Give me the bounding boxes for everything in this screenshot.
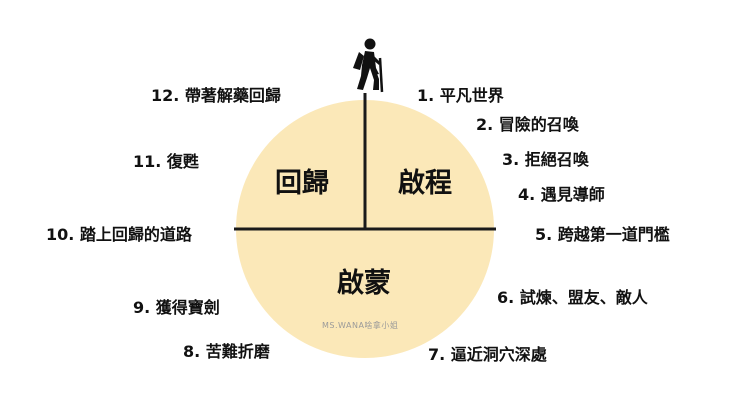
quadrant-return-label: 回歸 [275,168,329,199]
stage-3-label: 3. 拒絕召喚 [502,150,589,169]
credit-watermark: MS.WANA啥拿小姐 [322,321,399,330]
stage-8-label: 8. 苦難折磨 [183,342,270,361]
stage-4-label: 4. 遇見導師 [518,185,605,204]
quadrant-departure-label: 啟程 [398,168,452,199]
hiker-icon [353,38,384,93]
stage-6-label: 6. 試煉、盟友、敵人 [497,288,648,307]
stage-10-label: 10. 踏上回歸的道路 [46,225,192,244]
stage-11-label: 11. 復甦 [133,152,199,171]
stage-9-label: 9. 獲得寶劍 [133,298,220,317]
stage-5-label: 5. 跨越第一道門檻 [535,225,670,244]
stage-2-label: 2. 冒險的召喚 [476,115,579,134]
stage-7-label: 7. 逼近洞穴深處 [428,345,547,364]
stage-1-label: 1. 平凡世界 [417,86,504,105]
quadrant-initiation-label: 啟蒙 [337,268,391,299]
stage-12-label: 12. 帶著解藥回歸 [151,86,281,105]
